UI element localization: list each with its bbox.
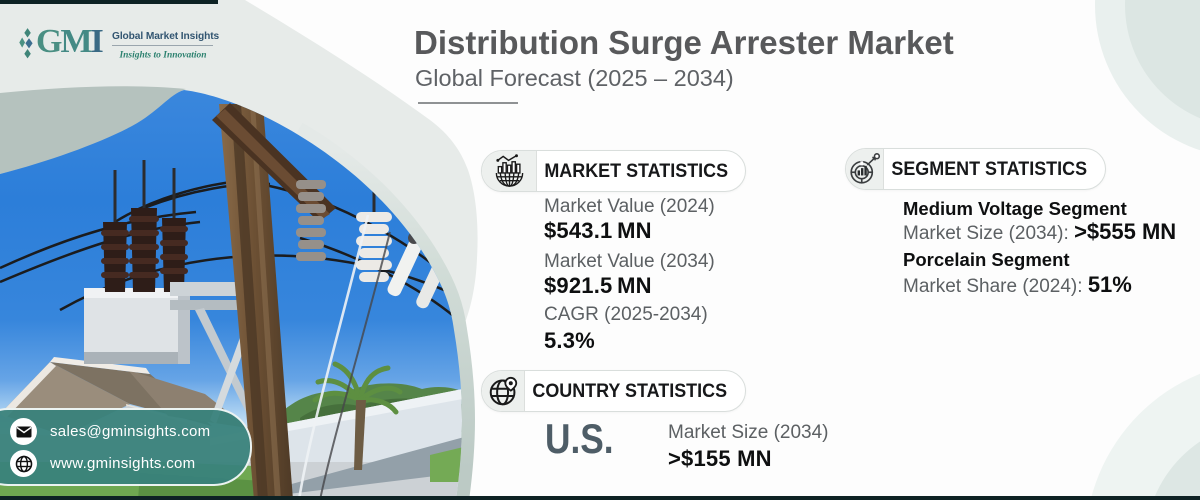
svg-text:Global Market Insights: Global Market Insights	[112, 31, 219, 42]
svg-text:GMI: GMI	[36, 23, 104, 60]
svg-text:Insights to Innovation: Insights to Innovation	[118, 51, 206, 61]
